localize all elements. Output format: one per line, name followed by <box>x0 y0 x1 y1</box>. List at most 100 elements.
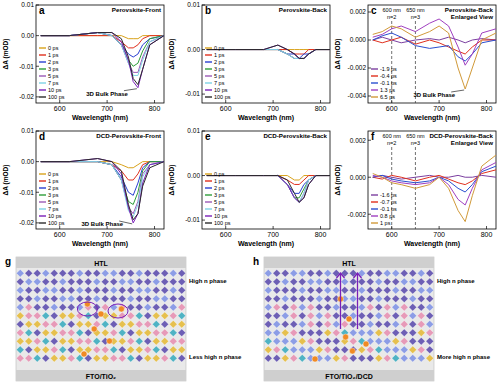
octahedron <box>67 337 75 345</box>
legend-swatch <box>371 194 378 195</box>
octahedron <box>383 278 391 286</box>
legend-label: 100 ps <box>48 94 65 100</box>
octahedron <box>127 337 135 345</box>
octahedron <box>383 329 391 337</box>
legend-label: 7 ps <box>214 80 225 86</box>
panel-title: DCD-Perovskite-Back <box>429 132 493 139</box>
octahedron <box>315 295 323 303</box>
legend-label: 1 ps <box>380 220 391 226</box>
octahedron <box>67 269 75 277</box>
octahedron <box>375 337 383 345</box>
octahedron <box>16 303 24 311</box>
octahedron <box>409 286 417 294</box>
legend-label: 1 ps <box>48 178 59 184</box>
octahedron <box>93 286 101 294</box>
octahedron <box>50 320 58 328</box>
octahedron <box>152 329 160 337</box>
octahedron <box>324 346 332 354</box>
octahedron <box>426 312 434 320</box>
octahedron <box>392 278 400 286</box>
legend-swatch <box>371 222 378 223</box>
octahedron <box>409 354 417 362</box>
octahedron <box>59 278 67 286</box>
x-tick-label: 700 <box>101 231 113 238</box>
diagram-bg <box>264 257 434 381</box>
octahedron <box>93 337 101 345</box>
legend-swatch <box>205 54 212 55</box>
octahedron <box>42 312 50 320</box>
series-group <box>373 155 496 222</box>
octahedron <box>400 286 408 294</box>
octahedron <box>264 329 272 337</box>
panel-label: c <box>371 5 377 16</box>
octahedron <box>315 303 323 311</box>
x-tick <box>59 226 60 229</box>
octahedron <box>16 320 24 328</box>
y-tick <box>202 175 205 176</box>
octahedron <box>290 320 298 328</box>
octahedron <box>273 286 281 294</box>
octahedron <box>375 354 383 362</box>
legend-label: 1 ps <box>214 178 225 184</box>
octahedron <box>178 303 186 311</box>
y-tick-label: -0.002 <box>348 64 367 71</box>
octahedron <box>392 269 400 277</box>
octahedron <box>93 354 101 362</box>
octahedron <box>358 312 366 320</box>
octahedron <box>67 312 75 320</box>
legend-swatch <box>39 47 46 48</box>
y-tick-label: -0.002 <box>348 211 367 218</box>
legend-swatch <box>39 96 46 97</box>
series-line <box>207 176 330 203</box>
series-line <box>207 176 330 203</box>
octahedron <box>93 269 101 277</box>
octahedron <box>50 337 58 345</box>
octahedron <box>281 337 289 345</box>
octahedron <box>426 320 434 328</box>
octahedron <box>169 286 177 294</box>
octahedron <box>298 337 306 345</box>
octahedron <box>409 320 417 328</box>
series-line <box>373 155 496 222</box>
y-tick-label: 0.000 <box>350 36 367 43</box>
y-tick-label: -0.01 <box>185 216 200 223</box>
series-line <box>373 162 496 205</box>
octahedron <box>332 354 340 362</box>
octahedron <box>400 269 408 277</box>
legend-swatch <box>205 222 212 223</box>
x-tick <box>225 226 226 229</box>
octahedron <box>290 295 298 303</box>
legend: -1.9 ps-0.4 ps-0.1 ps1.3 ps6.5 ps <box>371 66 397 100</box>
x-axis-title: Wavelength (nm) <box>238 240 294 248</box>
panel-label: g <box>5 256 11 267</box>
octahedron <box>144 337 152 345</box>
legend-label: 10 ps <box>214 87 228 93</box>
octahedron <box>33 320 41 328</box>
octahedron <box>101 269 109 277</box>
legend-label: 3 ps <box>48 66 59 72</box>
octahedron <box>152 278 160 286</box>
octahedron <box>59 346 67 354</box>
octahedron <box>332 286 340 294</box>
octahedron <box>50 303 58 311</box>
octahedron <box>169 329 177 337</box>
octahedron <box>307 278 315 286</box>
x-tick <box>154 100 155 103</box>
legend-swatch <box>371 75 378 76</box>
octahedron <box>161 329 169 337</box>
octahedron <box>273 278 281 286</box>
octahedron <box>400 329 408 337</box>
octahedron <box>400 346 408 354</box>
y-tick-label: 0.00 <box>21 158 34 165</box>
octahedron <box>161 278 169 286</box>
octahedron <box>42 278 50 286</box>
panel-label: h <box>253 256 259 267</box>
legend-swatch <box>205 82 212 83</box>
y-tick-label: -0.004 <box>348 92 367 99</box>
octahedron <box>358 346 366 354</box>
legend-label: 1.3 ps <box>380 87 395 93</box>
octahedron <box>135 269 143 277</box>
octahedron <box>110 286 118 294</box>
marker-sub: n=2 <box>387 14 396 20</box>
legend-swatch <box>39 89 46 90</box>
